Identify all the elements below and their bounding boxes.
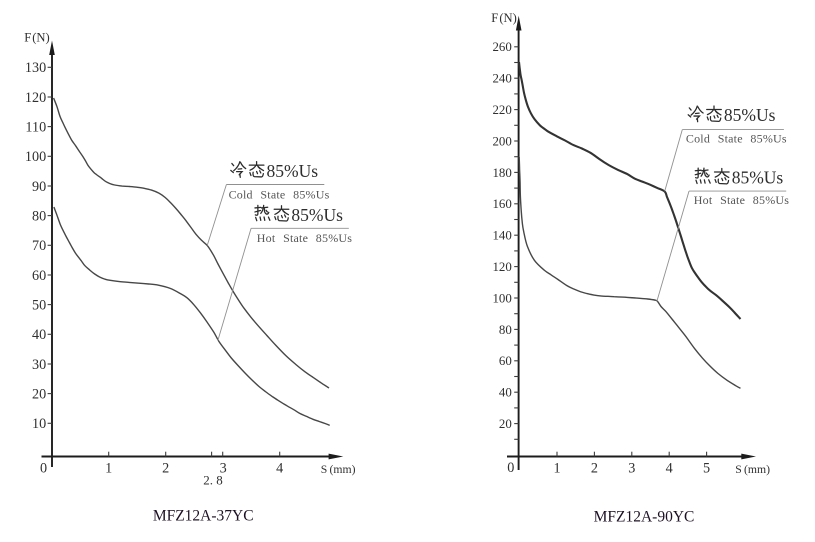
svg-text:140: 140 bbox=[492, 229, 511, 243]
svg-text:130: 130 bbox=[25, 60, 46, 76]
svg-text:S (mm): S (mm) bbox=[735, 463, 770, 476]
svg-text:3: 3 bbox=[220, 461, 227, 477]
svg-text:85%Us: 85%Us bbox=[724, 105, 776, 125]
svg-text:120: 120 bbox=[492, 260, 511, 274]
svg-text:Hot State 85%Us: Hot State 85%Us bbox=[694, 193, 789, 207]
svg-text:90: 90 bbox=[32, 179, 46, 195]
svg-text:120: 120 bbox=[25, 90, 46, 106]
svg-text:S (mm): S (mm) bbox=[321, 463, 356, 476]
svg-text:1: 1 bbox=[553, 461, 560, 477]
svg-text:180: 180 bbox=[492, 166, 511, 180]
svg-text:F (N): F (N) bbox=[24, 31, 50, 45]
svg-text:MFZ12A-90YC: MFZ12A-90YC bbox=[594, 509, 695, 526]
svg-text:50: 50 bbox=[32, 297, 46, 313]
svg-text:100: 100 bbox=[25, 149, 46, 165]
svg-text:220: 220 bbox=[492, 103, 511, 117]
svg-text:85%Us: 85%Us bbox=[267, 161, 319, 181]
svg-text:3: 3 bbox=[628, 461, 635, 477]
svg-text:85%Us: 85%Us bbox=[291, 205, 343, 225]
svg-text:Cold State 85%Us: Cold State 85%Us bbox=[229, 187, 330, 201]
svg-text:0: 0 bbox=[507, 460, 514, 476]
svg-text:80: 80 bbox=[32, 208, 46, 224]
svg-text:10: 10 bbox=[32, 416, 46, 432]
svg-text:1: 1 bbox=[105, 461, 112, 477]
svg-text:60: 60 bbox=[32, 268, 46, 284]
svg-text:F (N): F (N) bbox=[491, 11, 517, 25]
svg-text:4: 4 bbox=[276, 461, 283, 477]
svg-text:40: 40 bbox=[32, 327, 46, 343]
svg-text:70: 70 bbox=[32, 238, 46, 254]
svg-text:80: 80 bbox=[499, 323, 512, 337]
svg-text:5: 5 bbox=[703, 461, 710, 477]
svg-text:Hot State 85%Us: Hot State 85%Us bbox=[257, 231, 352, 245]
svg-text:160: 160 bbox=[492, 197, 511, 211]
svg-text:200: 200 bbox=[492, 134, 511, 148]
svg-text:260: 260 bbox=[492, 40, 511, 54]
svg-text:100: 100 bbox=[492, 291, 511, 305]
svg-text:Cold State 85%Us: Cold State 85%Us bbox=[686, 132, 787, 146]
svg-text:2. 8: 2. 8 bbox=[203, 473, 223, 488]
svg-text:60: 60 bbox=[499, 354, 512, 368]
svg-text:85%Us: 85%Us bbox=[732, 168, 784, 188]
svg-text:110: 110 bbox=[25, 119, 46, 135]
svg-text:MFZ12A-37YC: MFZ12A-37YC bbox=[153, 508, 254, 525]
svg-text:40: 40 bbox=[499, 386, 512, 400]
svg-text:20: 20 bbox=[499, 417, 512, 431]
svg-text:2: 2 bbox=[162, 461, 169, 477]
svg-text:0: 0 bbox=[40, 461, 47, 477]
svg-text:240: 240 bbox=[492, 72, 511, 86]
svg-text:20: 20 bbox=[32, 386, 46, 402]
svg-text:4: 4 bbox=[666, 461, 673, 477]
svg-text:2: 2 bbox=[591, 461, 598, 477]
svg-text:30: 30 bbox=[32, 357, 46, 373]
